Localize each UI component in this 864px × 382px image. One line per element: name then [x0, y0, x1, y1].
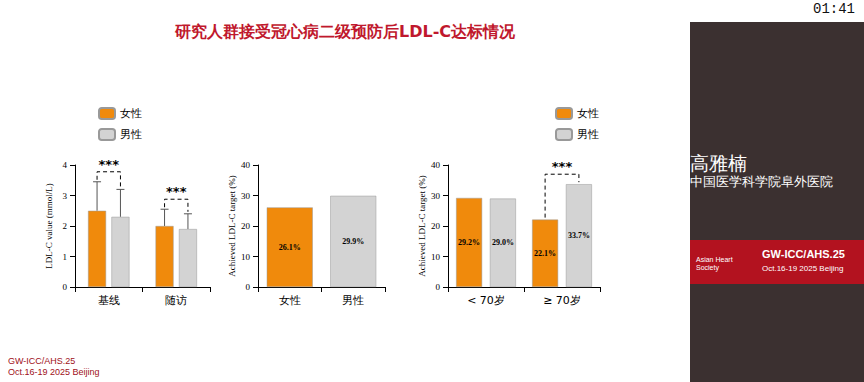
svg-text:30: 30 — [241, 191, 251, 201]
svg-text:4: 4 — [63, 160, 68, 170]
svg-text:40: 40 — [431, 160, 441, 170]
svg-text:随访: 随访 — [165, 294, 187, 307]
svg-text:< 70岁: < 70岁 — [467, 294, 505, 307]
svg-text:30: 30 — [431, 191, 441, 201]
svg-text:33.7%: 33.7% — [568, 231, 590, 240]
svg-text:Achieved LDL-C target (%): Achieved LDL-C target (%) — [417, 175, 427, 277]
html-text:研究人群接受冠心病二级预防后LDL-C达标情况: 研究人群接受冠心病二级预防后LDL-C达标情况 — [175, 22, 515, 41]
svg-text:1: 1 — [63, 252, 68, 262]
html-text:GW-ICC/AHS.25: GW-ICC/AHS.25 — [762, 248, 845, 260]
svg-text:男性: 男性 — [120, 128, 142, 141]
svg-text:10: 10 — [241, 252, 251, 262]
svg-text:2: 2 — [63, 221, 68, 231]
html-text:01:41: 01:41 — [813, 1, 855, 17]
svg-text:0: 0 — [436, 282, 441, 292]
svg-text:0: 0 — [246, 282, 251, 292]
svg-text:女性: 女性 — [279, 294, 301, 307]
html-text:高雅楠: 高雅楠 — [690, 152, 747, 174]
svg-text:10: 10 — [431, 252, 441, 262]
svg-text:29.2%: 29.2% — [458, 238, 480, 247]
svg-text:40: 40 — [241, 160, 251, 170]
svg-text:LDL-C value (mmol/L): LDL-C value (mmol/L) — [44, 183, 54, 268]
svg-text:22.1%: 22.1% — [534, 249, 556, 258]
svg-text:20: 20 — [241, 221, 251, 231]
html-text:中国医学科学院阜外医院: 中国医学科学院阜外医院 — [690, 174, 833, 189]
svg-text:≥ 70岁: ≥ 70岁 — [543, 294, 581, 307]
html-text:GW-ICC/AHS.25: GW-ICC/AHS.25 — [8, 356, 76, 366]
svg-text:***: *** — [552, 159, 573, 174]
html-text:Oct.16-19 2025 Beijing: Oct.16-19 2025 Beijing — [762, 264, 844, 273]
svg-text:29.0%: 29.0% — [492, 238, 514, 247]
svg-text:***: *** — [99, 157, 120, 172]
svg-text:基线: 基线 — [98, 294, 120, 307]
html-text:Asian Heart Society: Asian Heart Society — [696, 256, 733, 271]
html-text:Oct.16-19 2025 Beijing: Oct.16-19 2025 Beijing — [8, 367, 100, 377]
svg-text:Achieved LDL-C target (%): Achieved LDL-C target (%) — [227, 175, 237, 277]
svg-text:29.9%: 29.9% — [342, 237, 364, 246]
svg-text:女性: 女性 — [577, 107, 599, 120]
svg-text:男性: 男性 — [577, 128, 599, 141]
svg-text:20: 20 — [431, 221, 441, 231]
svg-text:女性: 女性 — [120, 107, 142, 120]
svg-text:26.1%: 26.1% — [279, 243, 301, 252]
svg-text:男性: 男性 — [342, 294, 364, 307]
svg-text:***: *** — [166, 184, 187, 199]
svg-text:0: 0 — [63, 282, 68, 292]
svg-text:3: 3 — [63, 191, 68, 201]
